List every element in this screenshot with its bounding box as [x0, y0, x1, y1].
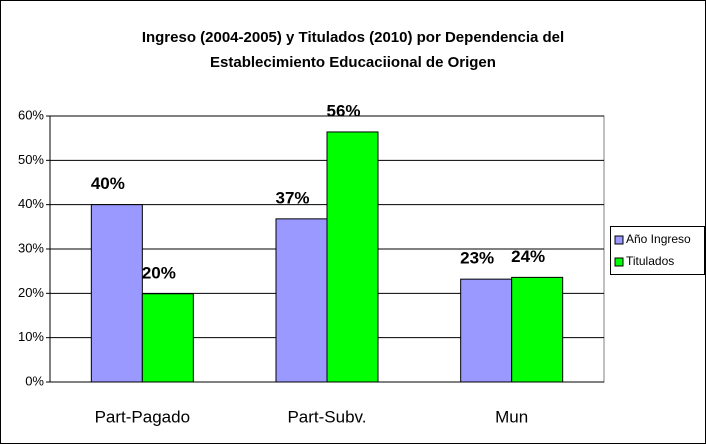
bar	[90, 204, 143, 383]
data-label: 20%	[142, 263, 176, 282]
x-tick-label: Part-Pagado	[95, 407, 190, 426]
y-tick-label: 10%	[18, 329, 44, 344]
bar	[141, 293, 194, 383]
x-tick-label: Part-Subv.	[287, 407, 366, 426]
legend-swatch	[614, 235, 624, 245]
y-tick-label: 0%	[25, 373, 44, 388]
legend-label: Titulados	[626, 254, 674, 268]
legend-box	[610, 226, 705, 275]
data-label: 23%	[460, 249, 494, 268]
y-tick-label: 50%	[18, 152, 44, 167]
bar	[326, 131, 379, 383]
y-tick-label: 60%	[18, 107, 44, 122]
y-tick-label: 20%	[18, 285, 44, 300]
data-label: 40%	[91, 174, 125, 193]
data-label: 37%	[275, 188, 309, 207]
chart-title: Establecimiento Educaciional de Origen	[210, 54, 496, 71]
legend-swatch	[614, 257, 624, 267]
chart-title: Ingreso (2004-2005) y Titulados (2010) p…	[142, 29, 564, 46]
x-tick-label: Mun	[495, 407, 528, 426]
bar	[511, 276, 564, 383]
bar	[275, 218, 328, 383]
y-tick-label: 30%	[18, 240, 44, 255]
bar	[460, 278, 513, 383]
y-tick-label: 40%	[18, 196, 44, 211]
data-label: 24%	[511, 247, 545, 266]
data-label: 56%	[326, 101, 360, 120]
legend-label: Año Ingreso	[626, 232, 691, 246]
